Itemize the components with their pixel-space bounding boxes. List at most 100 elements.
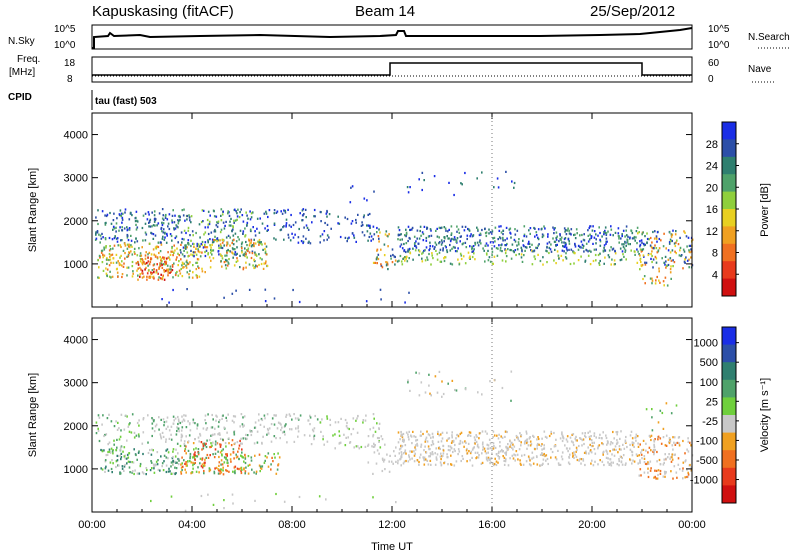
- velocity-cell: [196, 455, 199, 458]
- power-cell: [188, 243, 190, 246]
- power-cell: [337, 222, 339, 225]
- power-cell: [183, 229, 186, 232]
- velocity-cell: [110, 447, 113, 450]
- velocity-cell: [221, 417, 223, 420]
- power-cell: [104, 238, 107, 241]
- velocity-cell: [513, 445, 516, 448]
- power-cell: [300, 240, 303, 243]
- power-cell: [423, 179, 425, 182]
- velocity-cell: [541, 443, 543, 446]
- velocity-cell: [266, 413, 269, 416]
- velocity-cell: [172, 455, 174, 459]
- power-cell: [207, 223, 210, 226]
- velocity-cell: [206, 427, 209, 430]
- power-cell: [457, 228, 460, 231]
- velocity-cell: [546, 436, 548, 439]
- velocity-cell: [194, 454, 196, 457]
- velocity-cell: [407, 379, 409, 382]
- power-cell: [273, 209, 276, 212]
- power-cell: [665, 260, 667, 263]
- velocity-cell: [150, 461, 153, 464]
- velocity-cell: [227, 413, 229, 416]
- power-cell: [224, 264, 227, 267]
- power-cell: [521, 260, 524, 263]
- velocity-cell: [131, 471, 133, 474]
- power-cell: [235, 253, 237, 256]
- velocity-cell: [178, 420, 180, 423]
- power-cell: [469, 235, 471, 238]
- power-cell: [417, 249, 420, 252]
- velocity-cell: [592, 444, 594, 448]
- velocity-cell: [181, 456, 183, 459]
- velocity-cell: [416, 459, 419, 462]
- velocity-cell: [590, 445, 593, 448]
- velocity-cell: [413, 460, 416, 463]
- velocity-cell: [495, 453, 498, 456]
- velocity-cell: [619, 437, 621, 440]
- velocity-cell: [170, 433, 172, 436]
- velocity-cell: [126, 439, 128, 442]
- velocity-cell: [245, 433, 247, 436]
- power-cell: [668, 231, 671, 234]
- velocity-cell: [225, 416, 227, 419]
- velocity-cell: [253, 426, 256, 429]
- power-cell: [499, 249, 502, 252]
- velocity-cell: [194, 451, 196, 454]
- power-cell: [209, 238, 211, 241]
- power-cell: [429, 228, 432, 231]
- power-cell: [599, 244, 602, 247]
- power-cell: [481, 228, 483, 232]
- power-cell: [120, 245, 122, 249]
- velocity-cell: [438, 370, 441, 373]
- power-cell: [218, 244, 220, 247]
- velocity-cell: [454, 443, 456, 447]
- power-cell: [642, 231, 644, 234]
- power-cell: [244, 247, 246, 250]
- velocity-cell: [211, 413, 213, 417]
- power-cell: [428, 252, 430, 256]
- power-cell: [165, 213, 167, 217]
- power-cell: [423, 225, 426, 228]
- power-cell: [629, 243, 631, 246]
- power-cell: [408, 249, 410, 252]
- velocity-cell: [218, 419, 221, 422]
- velocity-cell: [673, 465, 676, 468]
- power-cell: [487, 259, 490, 262]
- power-cell: [422, 251, 424, 254]
- power-cell: [514, 249, 517, 252]
- velocity-cell: [487, 451, 489, 454]
- power-cell: [162, 231, 165, 234]
- power-cell: [407, 225, 410, 228]
- power-cell: [498, 229, 501, 232]
- power-cell: [564, 237, 567, 240]
- velocity-cell: [503, 456, 506, 459]
- power-cell: [97, 222, 99, 226]
- velocity-cell: [156, 451, 159, 454]
- velocity-cell: [601, 460, 604, 463]
- power-cell: [675, 252, 677, 255]
- power-cell: [649, 236, 652, 240]
- power-cell: [182, 214, 185, 217]
- power-cell: [290, 213, 292, 217]
- velocity-cell: [397, 462, 399, 465]
- velocity-cell: [135, 453, 137, 457]
- power-cell: [287, 236, 290, 239]
- velocity-cell: [295, 427, 297, 430]
- velocity-cell: [485, 452, 488, 455]
- velocity-cell: [242, 416, 244, 419]
- velocity-cell: [473, 436, 476, 439]
- velocity-cell: [256, 430, 259, 433]
- velocity-cell: [239, 425, 241, 428]
- velocity-cell: [481, 430, 484, 433]
- power-cell: [232, 256, 234, 259]
- power-cell: [229, 220, 231, 223]
- velocity-cell: [376, 436, 379, 440]
- power-cell: [173, 221, 176, 224]
- velocity-cell: [419, 456, 421, 459]
- power-cell: [599, 240, 602, 243]
- power-cell: [101, 210, 104, 213]
- velocity-cell: [277, 421, 280, 424]
- velocity-cell: [413, 435, 415, 438]
- power-cell: [612, 234, 614, 237]
- velocity-cell: [288, 413, 291, 416]
